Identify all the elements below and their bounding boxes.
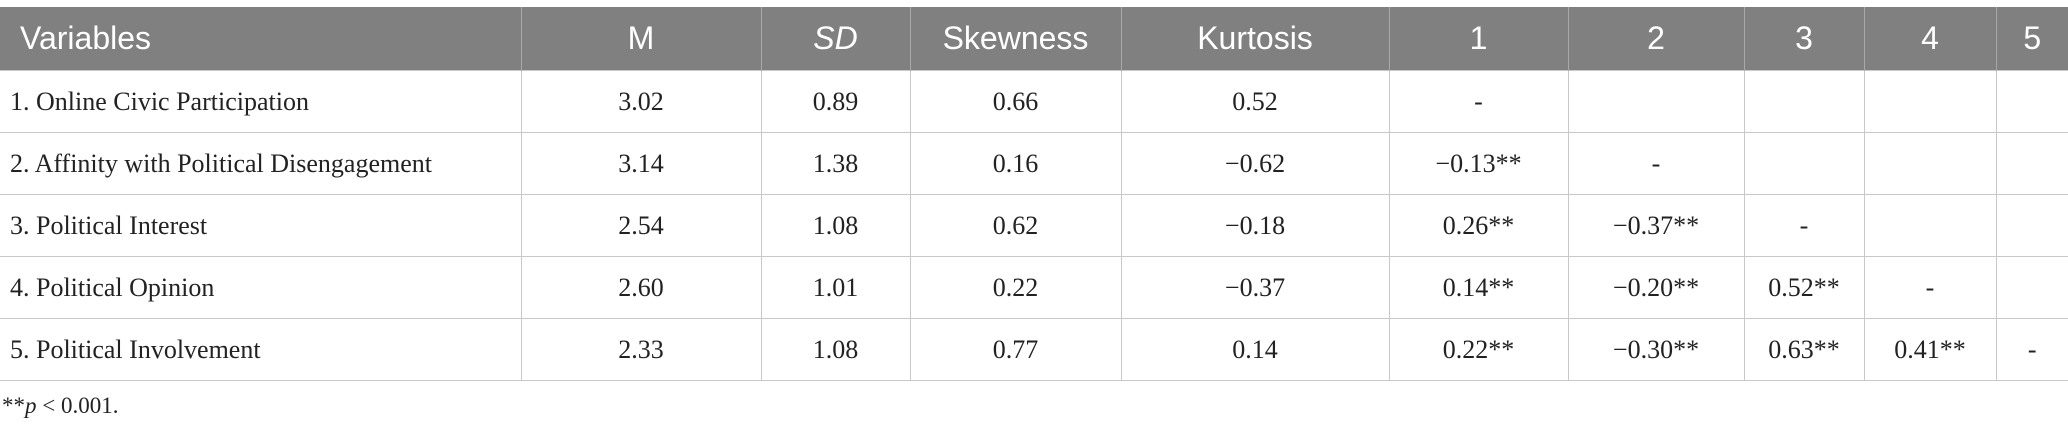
header-cell: Variables — [0, 7, 521, 71]
header-cell: Kurtosis — [1120, 7, 1389, 71]
table-cell: 3.02 — [520, 70, 762, 133]
table-cell: 0.77 — [909, 318, 1122, 381]
table-cell — [1567, 70, 1745, 133]
table-cell: −0.37** — [1567, 194, 1745, 257]
table-cell — [1995, 194, 2068, 257]
table-row: 3. Political Interest 2.54 1.08 0.62 −0.18 0.… — [0, 194, 2068, 257]
table-cell: - — [1743, 194, 1865, 257]
table-cell: - — [1567, 132, 1745, 195]
table-cell: −0.30** — [1567, 318, 1745, 381]
table-cell: 1.01 — [760, 256, 911, 319]
table-cell: 0.89 — [760, 70, 911, 133]
table-cell: 5. Political Involvement — [0, 318, 522, 381]
table-cell: 3.14 — [520, 132, 762, 195]
header-cell: M — [520, 7, 761, 71]
table-row: 4. Political Opinion 2.60 1.01 0.22 −0.37 0.1… — [0, 256, 2068, 319]
table-cell — [1743, 132, 1865, 195]
table-cell — [1995, 70, 2068, 133]
table-row: 2. Affinity with Political Disengagement… — [0, 132, 2068, 195]
table-row: 5. Political Involvement 2.33 1.08 0.77 0.14… — [0, 318, 2068, 381]
table-cell: −0.20** — [1567, 256, 1745, 319]
table-cell: 0.41** — [1863, 318, 1997, 381]
table-cell — [1743, 70, 1865, 133]
header-cell: 3 — [1743, 7, 1864, 71]
table-cell: 0.22 — [909, 256, 1122, 319]
table-cell: 2.33 — [520, 318, 762, 381]
table-body: 1. Online Civic Participation 3.02 0.89 0.6… — [0, 70, 2068, 381]
footnote-prefix: ** — [2, 393, 25, 418]
table-cell: 4. Political Opinion — [0, 256, 522, 319]
table-cell: 1.08 — [760, 194, 911, 257]
table-cell: 0.63** — [1743, 318, 1865, 381]
table-cell — [1863, 70, 1997, 133]
table-cell: 1.38 — [760, 132, 911, 195]
table-cell: 1.08 — [760, 318, 911, 381]
table-cell: −0.37 — [1120, 256, 1390, 319]
table-cell: - — [1388, 70, 1569, 133]
header-cell: 2 — [1567, 7, 1744, 71]
footnote-text: < 0.001. — [36, 393, 119, 418]
table-cell: 2. Affinity with Political Disengagement — [0, 132, 522, 195]
header-cell: 1 — [1388, 7, 1568, 71]
table-cell: - — [1863, 256, 1997, 319]
header-cell: 5 — [1995, 7, 2068, 71]
table-cell: - — [1995, 318, 2068, 381]
table-cell: 0.62 — [909, 194, 1122, 257]
table-cell: 0.22** — [1388, 318, 1569, 381]
table-cell: 0.14 — [1120, 318, 1390, 381]
table-cell: 0.16 — [909, 132, 1122, 195]
stats-table: Variables M SD Skewness Kurtosis 1 2 3 4 5 1. Onl… — [0, 7, 2068, 381]
table-cell — [1995, 132, 2068, 195]
footnote-italic: p — [25, 393, 37, 418]
header-cell: SD — [760, 7, 910, 71]
table-cell — [1863, 132, 1997, 195]
header-cell: Skewness — [909, 7, 1121, 71]
table-cell: 0.14** — [1388, 256, 1569, 319]
table-cell: 0.52** — [1743, 256, 1865, 319]
table-cell: −0.18 — [1120, 194, 1390, 257]
table-cell: −0.13** — [1388, 132, 1569, 195]
header-row: Variables M SD Skewness Kurtosis 1 2 3 4 5 — [0, 7, 2068, 71]
table-cell — [1863, 194, 1997, 257]
table-cell — [1995, 256, 2068, 319]
table-cell: 2.60 — [520, 256, 762, 319]
footnote: **p < 0.001. — [2, 393, 118, 419]
header-cell: 4 — [1863, 7, 1996, 71]
table-row: 1. Online Civic Participation 3.02 0.89 0.6… — [0, 70, 2068, 133]
table-cell: 1. Online Civic Participation — [0, 70, 522, 133]
table-cell: 2.54 — [520, 194, 762, 257]
table-cell: 0.66 — [909, 70, 1122, 133]
table-cell: 3. Political Interest — [0, 194, 522, 257]
table-cell: 0.26** — [1388, 194, 1569, 257]
table-cell: −0.62 — [1120, 132, 1390, 195]
table-cell: 0.52 — [1120, 70, 1390, 133]
